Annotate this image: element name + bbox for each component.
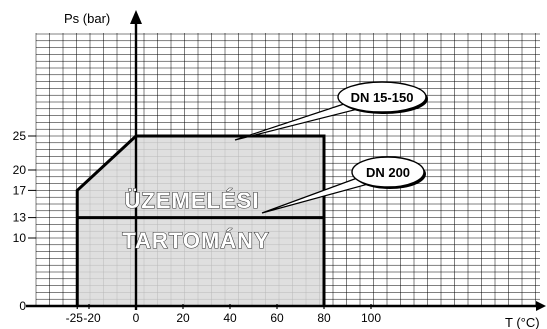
operating-region	[77, 136, 324, 306]
x-tick-label: 40	[223, 311, 237, 325]
callout-label: DN 15-150	[351, 90, 414, 105]
y-axis-arrow	[130, 10, 142, 24]
callout-tail-join	[349, 101, 363, 109]
x-tick-labels: -25 -20 0 20 40 60 80 100	[66, 304, 381, 325]
callout-bubble	[337, 81, 427, 113]
x-tick-label: 100	[361, 311, 381, 325]
callout-tail	[234, 101, 364, 141]
callout-tail-join	[359, 176, 373, 184]
y-tick-label: 17	[13, 183, 27, 197]
x-tick-label: -20	[83, 311, 101, 325]
axes	[26, 10, 546, 311]
callout-bubble	[351, 156, 425, 188]
y-tick-label: 25	[13, 129, 27, 143]
x-tick-label: -25	[66, 311, 84, 325]
y-axis-label: Ps (bar)	[64, 11, 110, 26]
y-tick-label: 0	[19, 299, 26, 313]
y-tick-labels: 0 10 13 17 20 25	[13, 129, 36, 313]
y-tick-label: 20	[13, 163, 27, 177]
x-axis-arrow	[536, 301, 546, 311]
y-tick-label: 10	[13, 231, 27, 245]
callout-label: DN 200	[366, 165, 410, 180]
x-tick-label: 20	[176, 311, 190, 325]
callout-dn15-150: DN 15-150	[234, 81, 428, 141]
callout-dn200: DN 200	[261, 156, 426, 214]
region-label-line2: TARTOMÁNY	[122, 228, 270, 253]
x-tick-label: 0	[133, 311, 140, 325]
x-tick-label: 60	[270, 311, 284, 325]
x-axis-label: T (°C)	[505, 315, 540, 329]
region-label-line1: ÜZEMELÉSI	[125, 188, 260, 213]
y-tick-label: 13	[13, 211, 27, 225]
x-tick-label: 80	[317, 311, 331, 325]
